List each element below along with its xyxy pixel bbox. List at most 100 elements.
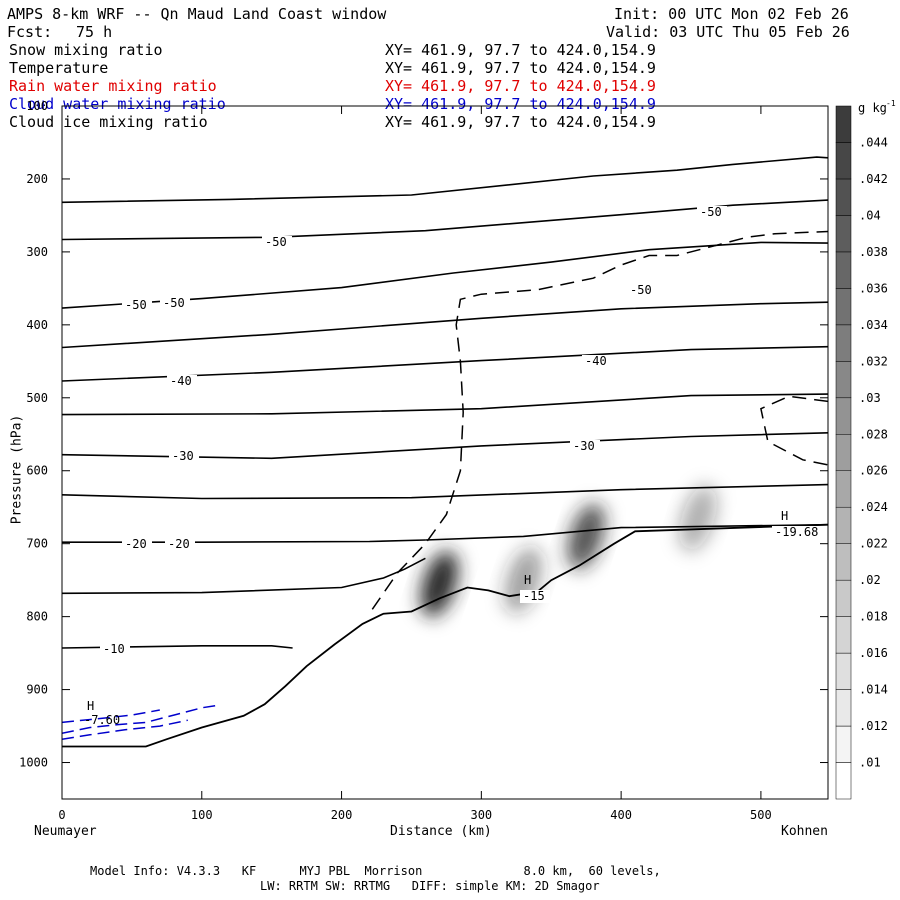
colorbar-tick-label: .044 xyxy=(859,135,888,149)
y-tick-label: 1000 xyxy=(19,756,48,770)
x-tick-label: 100 xyxy=(191,808,213,822)
field-xy: XY= 461.9, 97.7 to 424.0,154.9 xyxy=(385,113,656,131)
contour-label: -30 xyxy=(172,449,194,463)
colorbar-tick-label: .032 xyxy=(859,354,888,368)
colorbar-segment xyxy=(835,652,852,690)
field-name: Temperature xyxy=(9,59,109,77)
colorbar-tick-label: .012 xyxy=(859,719,888,733)
contour-label-bg xyxy=(167,375,197,388)
colorbar-segment xyxy=(835,689,852,727)
y-tick-label: 700 xyxy=(26,537,48,551)
contour-label-bg xyxy=(262,236,292,249)
contour-label-bg xyxy=(165,538,195,551)
colorbar-segment xyxy=(835,762,852,800)
right-station-label: Kohnen xyxy=(781,824,828,839)
contour-label-bg xyxy=(697,206,727,219)
contour-label-bg xyxy=(122,299,152,312)
x-tick-label: 300 xyxy=(470,808,492,822)
y-tick-label: 100 xyxy=(26,99,48,113)
field-xy: XY= 461.9, 97.7 to 424.0,154.9 xyxy=(385,77,656,95)
model-info-line1: Model Info: V4.3.3 KF MYJ PBL Morrison 8… xyxy=(90,864,661,878)
colorbar-segment xyxy=(835,324,852,362)
temperature-contour xyxy=(62,241,828,309)
field-name: Cloud ice mixing ratio xyxy=(9,113,208,131)
y-tick-label: 900 xyxy=(26,683,48,697)
contour-label: -50 xyxy=(125,298,147,312)
y-tick-label: 300 xyxy=(26,245,48,259)
temperature-contour xyxy=(62,199,828,241)
colorbar-unit: g kg xyxy=(858,101,887,115)
colorbar-tick-label: .038 xyxy=(859,245,888,259)
colorbar-tick-label: .026 xyxy=(859,464,888,478)
contour-label: -20 xyxy=(125,537,147,551)
snow-mixing-ratio-blob xyxy=(679,485,717,551)
field-name: Rain water mixing ratio xyxy=(9,77,217,95)
init-time: Init: 00 UTC Mon 02 Feb 26 xyxy=(614,5,849,23)
colorbar-segment xyxy=(835,288,852,326)
contour-label-bg xyxy=(772,526,826,539)
contour-label: -40 xyxy=(585,354,607,368)
y-tick-label: 500 xyxy=(26,391,48,405)
colorbar-segment xyxy=(835,178,852,216)
colorbar-tick-label: .014 xyxy=(859,683,888,697)
temperature-contour xyxy=(425,523,828,541)
field-xy: XY= 461.9, 97.7 to 424.0,154.9 xyxy=(385,41,656,59)
cloud-ice-contour xyxy=(760,395,828,466)
colorbar-tick-label: .036 xyxy=(859,281,888,295)
model-info-line2: LW: RRTM SW: RRTMG DIFF: simple KM: 2D S… xyxy=(260,879,600,893)
temperature-contour xyxy=(62,539,426,543)
field-xy: XY= 461.9, 97.7 to 424.0,154.9 xyxy=(385,59,656,77)
contour-label-bg xyxy=(570,440,600,453)
x-tick-label: 500 xyxy=(750,808,772,822)
colorbar-segment xyxy=(835,616,852,654)
field-name: Cloud water mixing ratio xyxy=(9,95,226,113)
x-tick-label: 200 xyxy=(331,808,353,822)
x-tick-label: 0 xyxy=(58,808,65,822)
colorbar-tick-label: .016 xyxy=(859,646,888,660)
colorbar-segment xyxy=(835,251,852,289)
contour-label-bg xyxy=(520,590,550,603)
colorbar-tick-label: .028 xyxy=(859,427,888,441)
colorbar-segment xyxy=(835,506,852,544)
field-name: Snow mixing ratio xyxy=(9,41,163,59)
colorbar-segment xyxy=(835,725,852,763)
temperature-contour xyxy=(62,345,828,382)
field-xy: XY= 461.9, 97.7 to 424.0,154.9 xyxy=(385,95,656,113)
temperature-contour xyxy=(62,557,426,595)
plot-frame xyxy=(61,105,829,800)
colorbar-tick-label: .024 xyxy=(859,500,888,514)
valid-time: Valid: 03 UTC Thu 05 Feb 26 xyxy=(606,23,850,41)
fcst-label: Fcst: xyxy=(7,23,53,41)
temperature-contour xyxy=(62,432,828,460)
temperature-contour xyxy=(62,483,828,500)
y-tick-label: 400 xyxy=(26,318,48,332)
contour-label: -10 xyxy=(103,642,125,656)
contour-label: -15 xyxy=(523,589,545,603)
cloud-water-contour xyxy=(62,719,188,740)
x-tick-label: 400 xyxy=(610,808,632,822)
temperature-contour xyxy=(62,301,828,349)
contour-label: -50 xyxy=(630,283,652,297)
colorbar-unit-exponent: -1 xyxy=(886,99,896,108)
colorbar-segment xyxy=(835,105,852,143)
contour-label-bg xyxy=(582,355,612,368)
extremum-label: -7.60 xyxy=(84,713,120,727)
contour-label-bg xyxy=(160,297,190,310)
y-tick-label: 600 xyxy=(26,464,48,478)
fcst-value: 75 h xyxy=(76,23,113,41)
colorbar-segment xyxy=(835,397,852,435)
colorbar-tick-label: .02 xyxy=(859,573,881,587)
contour-label-bg xyxy=(169,450,199,463)
colorbar-tick-label: .022 xyxy=(859,537,888,551)
cloud-water-contour xyxy=(62,704,216,735)
y-tick-label: 800 xyxy=(26,610,48,624)
colorbar-tick-label: .04 xyxy=(859,208,881,222)
contour-label-bg xyxy=(627,284,657,297)
temperature-contour xyxy=(62,393,828,416)
chart-title: AMPS 8-km WRF -- Qn Maud Land Coast wind… xyxy=(7,5,387,23)
colorbar-segment xyxy=(835,579,852,617)
colorbar-segment xyxy=(835,543,852,581)
x-axis-label: Distance (km) xyxy=(390,824,492,839)
colorbar-tick-label: .034 xyxy=(859,318,888,332)
terrain-profile xyxy=(62,523,828,748)
